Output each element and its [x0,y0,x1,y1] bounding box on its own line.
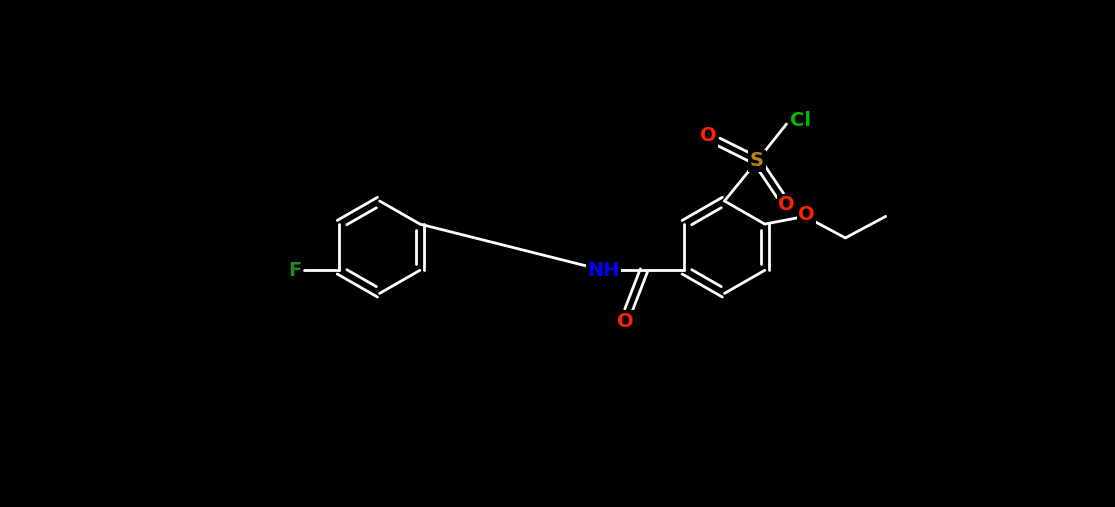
Text: S: S [750,152,764,170]
Text: O: O [798,205,815,224]
Text: O: O [778,195,795,214]
Text: O: O [617,312,633,331]
Text: O: O [700,126,717,145]
Text: Cl: Cl [789,111,811,130]
Text: F: F [289,261,302,280]
Text: NH: NH [588,261,620,280]
